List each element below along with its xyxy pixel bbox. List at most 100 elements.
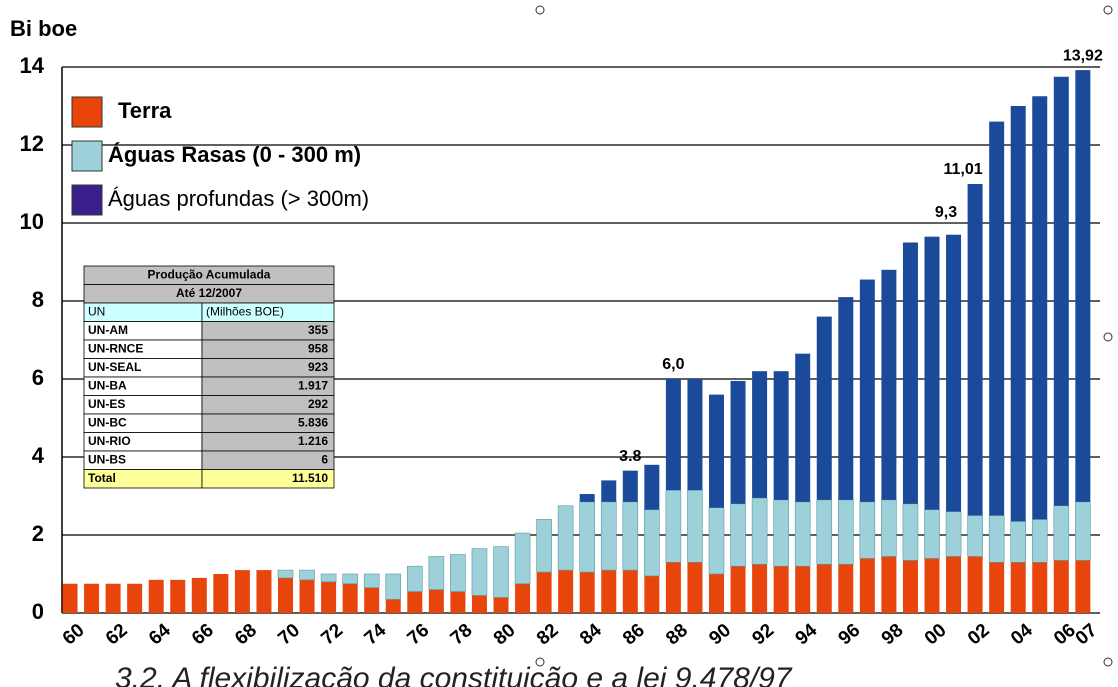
table-cell-text: UN-BS	[88, 452, 126, 466]
bar-segment	[816, 316, 832, 500]
table-cell-text: 1.216	[298, 434, 328, 448]
bar-segment	[450, 554, 466, 592]
x-tick-label: 70	[274, 620, 304, 650]
bar-segment	[363, 573, 380, 588]
table-header: (Milhões BOE)	[206, 304, 284, 318]
bar-segment	[665, 489, 682, 563]
handle	[1103, 332, 1113, 342]
bar-segment	[1010, 106, 1026, 522]
bar-segment	[838, 297, 854, 500]
bar-segment	[622, 501, 639, 571]
bar-segment	[342, 573, 358, 585]
table-cell-text: UN-SEAL	[88, 360, 141, 374]
annotation: 13,92	[1063, 47, 1103, 64]
bar-segment	[967, 184, 983, 516]
table-cell-text: UN-ES	[88, 397, 125, 411]
handle	[535, 5, 545, 15]
bar-segment	[794, 501, 811, 567]
bar-segment	[385, 573, 402, 600]
bar-segment	[709, 574, 724, 613]
bar-segment	[514, 532, 531, 585]
bar-segment	[924, 558, 940, 613]
table-cell-text: UN-BA	[88, 378, 127, 392]
table-cell	[201, 469, 335, 489]
bar-segment	[730, 503, 746, 567]
bar-segment	[450, 591, 466, 613]
bar-segment	[234, 570, 250, 613]
bar-segment	[859, 501, 876, 559]
table-cell-text: UN-AM	[88, 323, 128, 337]
table-cell-text: UN-RIO	[88, 434, 131, 448]
bar-segment	[902, 503, 919, 561]
y-tick-label: 10	[20, 209, 44, 234]
bar-segment	[644, 509, 660, 577]
bar-segment	[859, 279, 875, 502]
bar-segment	[751, 497, 768, 565]
bar-segment	[773, 371, 789, 500]
bar-segment	[752, 371, 768, 498]
bar-segment	[644, 464, 660, 510]
table-cell-text: UN-BC	[88, 415, 127, 429]
bar-segment	[493, 597, 509, 613]
bar-segment	[105, 583, 121, 613]
x-tick-label: 07	[1072, 620, 1102, 650]
bar-segment	[191, 577, 207, 613]
x-tick-label: 76	[404, 620, 434, 650]
bar-segment	[407, 591, 423, 613]
bar-segment	[62, 583, 78, 613]
bar-segment	[709, 394, 724, 508]
bar-segment	[924, 509, 940, 559]
x-tick-label: 86	[619, 620, 649, 650]
handle	[1103, 5, 1113, 15]
table-cell-text: 5.836	[298, 415, 328, 429]
bar-segment	[1075, 70, 1091, 502]
table-total: 11.510	[292, 471, 328, 485]
table-cell	[201, 450, 335, 470]
bar-segment	[881, 269, 897, 500]
table-cell-text: 292	[308, 397, 328, 411]
bar-segment	[321, 581, 337, 613]
bar-segment	[795, 353, 811, 502]
bar-segment	[881, 499, 897, 557]
footer: 3.2. A flexibilização da constituição e …	[115, 662, 793, 687]
bar-segment	[406, 565, 423, 592]
bar-segment	[127, 583, 143, 613]
bar-segment	[967, 556, 983, 613]
table-cell-text: 958	[308, 341, 328, 355]
x-tick-label: 74	[361, 620, 391, 650]
bar-segment	[730, 380, 746, 504]
table-cell-text: 923	[308, 360, 328, 374]
bar-segment	[1032, 562, 1048, 613]
handle	[535, 657, 545, 667]
bar-segment	[644, 575, 660, 613]
bar-segment	[687, 379, 703, 491]
bar-segment	[881, 556, 897, 613]
bar-segment	[816, 499, 833, 565]
y-tick-label: 4	[32, 443, 45, 468]
bar-segment	[601, 480, 617, 502]
bar-segment	[320, 573, 337, 583]
x-tick-label: 02	[964, 620, 994, 650]
x-tick-label: 00	[921, 620, 951, 650]
x-tick-label: 98	[878, 620, 908, 650]
y-tick-label: 2	[32, 521, 44, 546]
bar-segment	[558, 570, 574, 613]
table-cell-text: 1.917	[298, 378, 328, 392]
annotation: 9,3	[935, 204, 957, 221]
table-total: Total	[88, 471, 116, 485]
y-tick-label: 8	[32, 287, 44, 312]
bar-segment	[1010, 521, 1027, 563]
bar-segment	[1075, 560, 1091, 613]
x-tick-label: 92	[748, 620, 778, 650]
bar-segment	[515, 583, 531, 613]
annotation: 11,01	[944, 161, 983, 178]
x-tick-label: 64	[145, 620, 175, 650]
bar-segment	[1031, 519, 1048, 563]
bar-segment	[773, 566, 789, 613]
table-subtitle: Até 12/2007	[176, 286, 242, 300]
bar-segment	[902, 242, 918, 504]
legend-swatch	[71, 96, 103, 128]
bar-segment	[773, 499, 789, 567]
